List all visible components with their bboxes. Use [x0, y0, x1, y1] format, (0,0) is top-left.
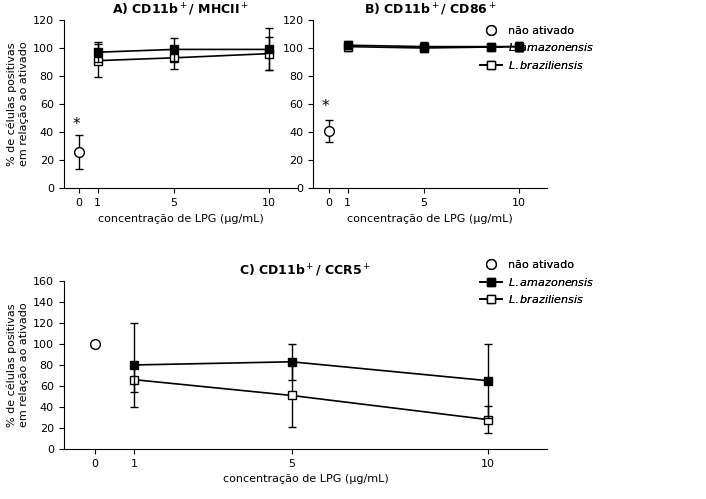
Legend: não ativado, $\it{L. amazonensis}$, $\it{L. braziliensis}$: não ativado, $\it{L. amazonensis}$, $\it…: [480, 260, 594, 305]
Title: A) CD11b$^+$/ MHCII$^+$: A) CD11b$^+$/ MHCII$^+$: [112, 2, 249, 18]
Legend: não ativado, $\it{L. amazonensis}$, $\it{L. braziliensis}$: não ativado, $\it{L. amazonensis}$, $\it…: [480, 25, 594, 71]
Text: *: *: [322, 99, 330, 114]
Y-axis label: % de células positivas
em relação ao ativado: % de células positivas em relação ao ati…: [6, 42, 28, 167]
X-axis label: concentração de LPG (µg/mL): concentração de LPG (µg/mL): [97, 214, 263, 224]
Title: B) CD11b$^+$/ CD86$^+$: B) CD11b$^+$/ CD86$^+$: [364, 2, 497, 18]
X-axis label: concentração de LPG (µg/mL): concentração de LPG (µg/mL): [222, 475, 388, 485]
Text: *: *: [72, 117, 80, 132]
Y-axis label: % de células positivas
em relação ao ativado: % de células positivas em relação ao ati…: [6, 302, 28, 427]
Title: C) CD11b$^+$/ CCR5$^+$: C) CD11b$^+$/ CCR5$^+$: [239, 263, 371, 279]
X-axis label: concentração de LPG (µg/mL): concentração de LPG (µg/mL): [347, 214, 513, 224]
